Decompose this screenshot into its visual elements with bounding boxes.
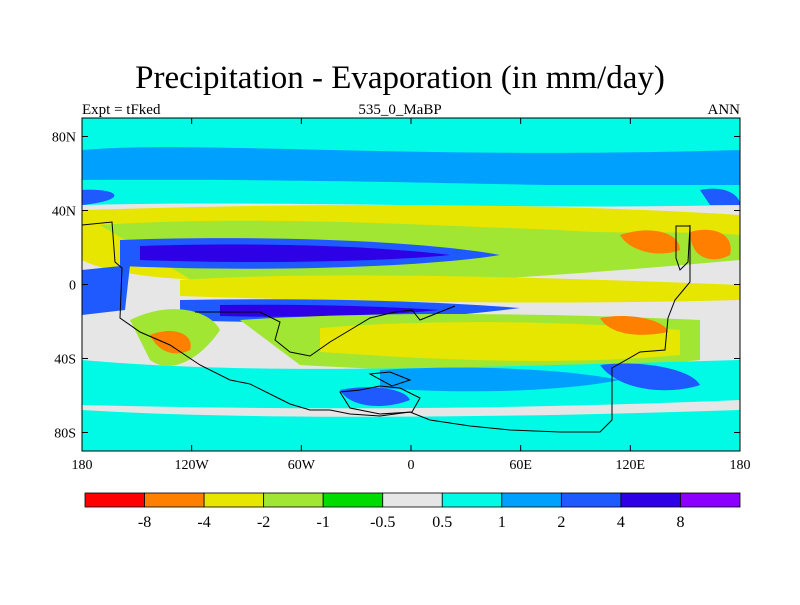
field-north-transition [82,185,740,207]
y-tick-label: 40N [52,205,76,220]
colorbar-swatch [382,492,443,508]
x-tick-label: 180 [730,458,751,473]
x-tick-label: 120E [616,458,646,473]
colorbar-swatch [441,492,503,508]
y-tick-label: 80S [54,427,76,442]
colorbar-swatch [680,492,741,508]
colorbar-label: -2 [257,514,270,531]
colorbar-label: -4 [197,514,210,531]
coastline [195,305,456,357]
map-axes: 180 120W 60W 0 60E 120E 180 80N 40N 0 40S 80S [52,117,751,473]
colorbar-label: 1 [498,514,506,531]
colorbar-label: 0.5 [432,514,452,531]
colorbar-label: -0.5 [370,514,395,531]
field-north-dry-peak [690,229,731,260]
field-south-dry-peak [600,315,668,335]
colorbar-swatch [144,492,205,508]
field-polar-band [82,410,740,451]
colorbar-label: -8 [138,514,151,531]
field-north-stripe [82,147,740,187]
colorbar-label: 4 [617,514,625,531]
colorbar-label: -1 [317,514,330,531]
x-tick-label: 60E [509,458,532,473]
map-title: Precipitation - Evaporation (in mm/day) [135,60,665,96]
period-label: 535_0_MaBP [358,102,442,118]
colorbar-swatch [322,492,384,508]
colorbar-swatch [620,492,681,508]
y-tick-label: 80N [52,131,76,146]
field-southern-pocket [340,387,410,406]
field-west-deep [82,265,130,315]
field-north-pocket [82,189,115,205]
field-south-tropics-core [220,304,440,317]
colorbar-swatch [203,492,265,508]
experiment-label: Expt = tFked [82,102,161,118]
map-field [82,118,740,451]
colorbar-label: 8 [676,514,684,531]
x-tick-label: 180 [72,458,93,473]
field-itcz-core [140,244,450,263]
colorbar-swatch [84,492,145,508]
field-north-pocket [700,188,740,205]
field-southern-pocket [600,363,700,391]
colorbar-swatch [560,492,622,508]
x-tick-label: 60W [288,458,316,473]
field-south-subtropics-core [320,322,680,362]
field-southern-ocean-stripe [380,367,620,392]
x-tick-label: 0 [408,458,415,473]
x-tick-label: 120W [175,458,210,473]
coastline [675,225,691,271]
field-equatorial-band [180,275,740,303]
field-south-america-peak [150,330,191,354]
colorbar: -8 -4 -2 -1 -0.5 0.5 1 2 4 8 [84,492,741,531]
y-tick-label: 0 [69,279,76,294]
colorbar-label: 2 [557,514,565,531]
season-label: ANN [707,102,741,118]
coastline [82,221,691,433]
colorbar-swatch [263,492,324,508]
coastline [339,385,421,415]
y-tick-label: 40S [54,353,76,368]
coastline [368,371,412,387]
colorbar-swatch [501,492,562,508]
field-north-dry-peak [620,230,680,254]
